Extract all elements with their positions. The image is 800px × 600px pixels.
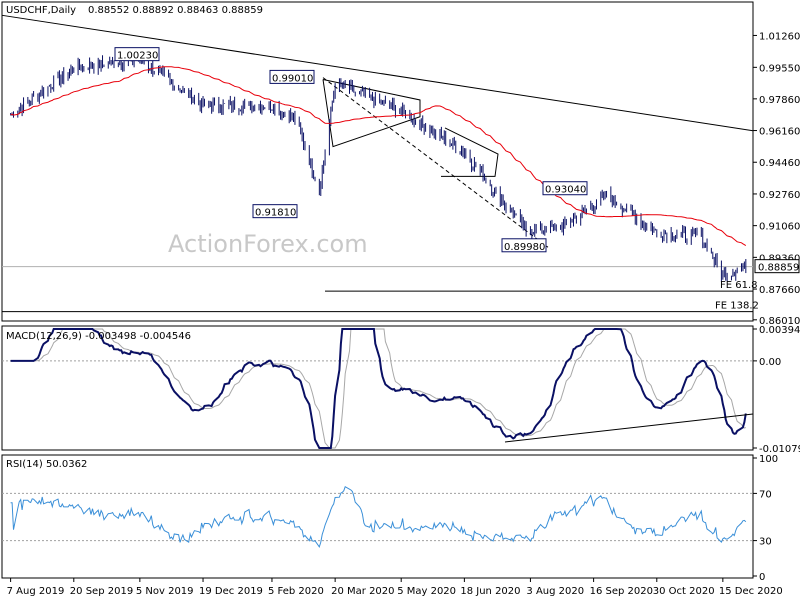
price-tick-label: 0.89360 (759, 253, 800, 264)
x-tick-label: 5 May 2020 (397, 586, 456, 597)
macd-tick-label: 0.00 (759, 357, 781, 368)
axis-layer: 1.01260 0.99550 0.97860 0.96160 0.94460 0.927… (7, 31, 800, 597)
macd-layer (2, 328, 754, 449)
macd-title: MACD(12,26,9) -0.003498 -0.004546 (6, 331, 191, 342)
price-ohlc: 0.88552 0.88892 0.88463 0.88859 (88, 5, 263, 16)
price-tick-label: 0.92760 (759, 190, 800, 201)
price-tick-label: 0.87660 (759, 285, 800, 296)
rsi-title: RSI(14) 50.0362 (6, 459, 87, 470)
price-tick-label: 0.86010 (759, 316, 800, 327)
macd-support-line (504, 413, 754, 443)
annotation-label: 1.00230 (117, 51, 158, 62)
x-tick-label: 18 Jun 2020 (460, 586, 520, 597)
rsi-tick-label: 70 (759, 489, 772, 500)
long-term-trendline (1, 14, 754, 132)
annotation-box (252, 204, 298, 219)
x-tick-label: 3 Aug 2020 (526, 586, 584, 597)
annotation-label: 0.93040 (545, 185, 586, 196)
macd-line (10, 328, 747, 449)
x-tick-label: 20 Sep 2019 (70, 586, 133, 597)
annotation-label: 0.89980 (504, 242, 545, 253)
x-tick-label: 15 Dec 2020 (719, 586, 783, 597)
price-tick-label: 0.97860 (759, 95, 800, 106)
annotation-box (269, 69, 315, 84)
macd-tick-label: -0.010793 (759, 444, 800, 455)
price-tick-label: 0.96160 (759, 127, 800, 138)
annotation-box (114, 47, 160, 62)
rsi-tick-label: 30 (759, 537, 772, 548)
rsi-line (10, 485, 747, 549)
moving-average-line (10, 66, 747, 247)
rsi-panel-frame (1, 454, 754, 579)
price-layer: 1.00230 0.99010 0.91810 0.93040 0.89980 FE 61… (1, 14, 759, 313)
fib-dashed-line (322, 77, 549, 248)
x-tick-label: 20 Mar 2020 (331, 586, 394, 597)
watermark: ActionForex.com (168, 230, 368, 258)
macd-signal-line (10, 328, 746, 449)
annotation-label: 0.91810 (255, 208, 296, 219)
rsi-tick-label: 100 (759, 454, 778, 465)
annotation-box (501, 238, 547, 253)
price-panel-frame (1, 1, 754, 322)
x-tick-label: 19 Dec 2019 (199, 586, 263, 597)
rsi-tick-label: 0 (759, 572, 765, 583)
annotation-box (542, 181, 588, 196)
price-tick-label: 0.99550 (759, 63, 800, 74)
price-tick-label: 1.01260 (759, 31, 800, 42)
rsi-layer (2, 485, 753, 549)
macd-panel-frame (1, 325, 754, 451)
macd-tick-label: 0.003949 (759, 325, 800, 336)
fe618-label: FE 61.8 (720, 280, 758, 291)
x-tick-label: 30 Oct 2020 (653, 586, 715, 597)
x-tick-label: 5 Nov 2019 (136, 586, 194, 597)
price-tick-label: 0.91060 (759, 222, 800, 233)
price-title: USDCHF,Daily (6, 5, 76, 16)
x-tick-label: 5 Feb 2020 (268, 586, 324, 597)
last-price-box (754, 259, 800, 274)
last-price-label: 0.88859 (758, 263, 799, 274)
price-tick-label: 0.94460 (759, 158, 800, 169)
annotation-label: 0.99010 (272, 73, 313, 84)
x-tick-label: 16 Sep 2020 (590, 586, 653, 597)
wedge-pattern (441, 127, 499, 177)
x-tick-label: 7 Aug 2019 (7, 586, 65, 597)
fe1382-label: FE 138.2 (715, 301, 759, 312)
